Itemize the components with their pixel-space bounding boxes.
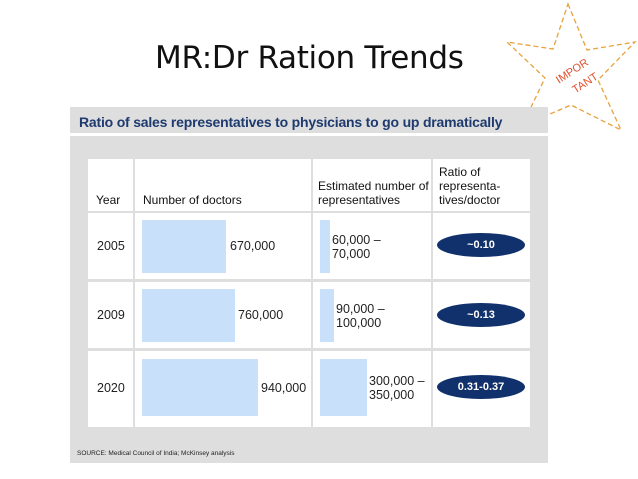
row-2009-year-cell [88, 282, 133, 348]
row-2020-reps-line2: 350,000 [369, 388, 415, 402]
row-2005-reps-bar [320, 220, 330, 273]
row-2005-doctors-bar [142, 220, 226, 273]
header-reps-label: Estimated number of representatives [318, 179, 429, 207]
row-2005-year: 2005 [97, 239, 125, 253]
row-2020-doctors-value: 940,000 [261, 381, 307, 395]
source-note: SOURCE: Medical Council of India; McKins… [77, 450, 235, 457]
row-2005-doctors-value: 670,000 [230, 239, 276, 253]
row-2020-reps-bar [320, 359, 367, 416]
header-ratio: Ratio of representa- tives/doctor [433, 159, 530, 211]
row-2020-ratio-badge: 0.31-0.37 [437, 375, 525, 399]
header-ratio-label: Ratio of representa- tives/doctor [439, 165, 501, 207]
row-2009-reps-line2: 100,000 [336, 316, 382, 330]
row-2009-year: 2009 [97, 308, 125, 322]
row-2020-doctors-bar [142, 359, 258, 416]
header-doctors: Number of doctors [135, 159, 311, 211]
row-2020-reps-line1: 300,000 – [369, 374, 425, 388]
row-2020-reps-value: 300,000 – 350,000 [369, 374, 425, 402]
heading-divider [70, 133, 548, 136]
row-2009-reps-line1: 90,000 – [336, 302, 385, 316]
slide-title: MR:Dr Ration Trends [155, 40, 464, 76]
row-2009-doctors-value: 760,000 [238, 308, 284, 322]
row-2005-reps-line2: 70,000 [332, 247, 371, 261]
star-outline [505, 2, 637, 132]
important-star-badge: IMPOR TANT [505, 2, 637, 132]
row-2020-year-cell [88, 351, 133, 427]
row-2009-reps-value: 90,000 – 100,000 [336, 302, 385, 330]
chart-panel: Ratio of sales representatives to physic… [70, 107, 548, 463]
header-reps: Estimated number of representatives [313, 159, 431, 211]
header-year: Year [88, 159, 133, 211]
row-2005-reps-value: 60,000 – 70,000 [332, 233, 381, 261]
row-2009-ratio-badge: ~0.13 [437, 303, 525, 327]
row-2005-reps-line1: 60,000 – [332, 233, 381, 247]
row-2009-doctors-bar [142, 289, 235, 342]
row-2009-reps-bar [320, 289, 334, 342]
row-2005-reps-cell [313, 213, 431, 279]
row-2005-year-cell [88, 213, 133, 279]
row-2005-ratio-badge: ~0.10 [437, 233, 525, 257]
panel-heading: Ratio of sales representatives to physic… [79, 114, 503, 130]
row-2020-year: 2020 [97, 381, 125, 395]
